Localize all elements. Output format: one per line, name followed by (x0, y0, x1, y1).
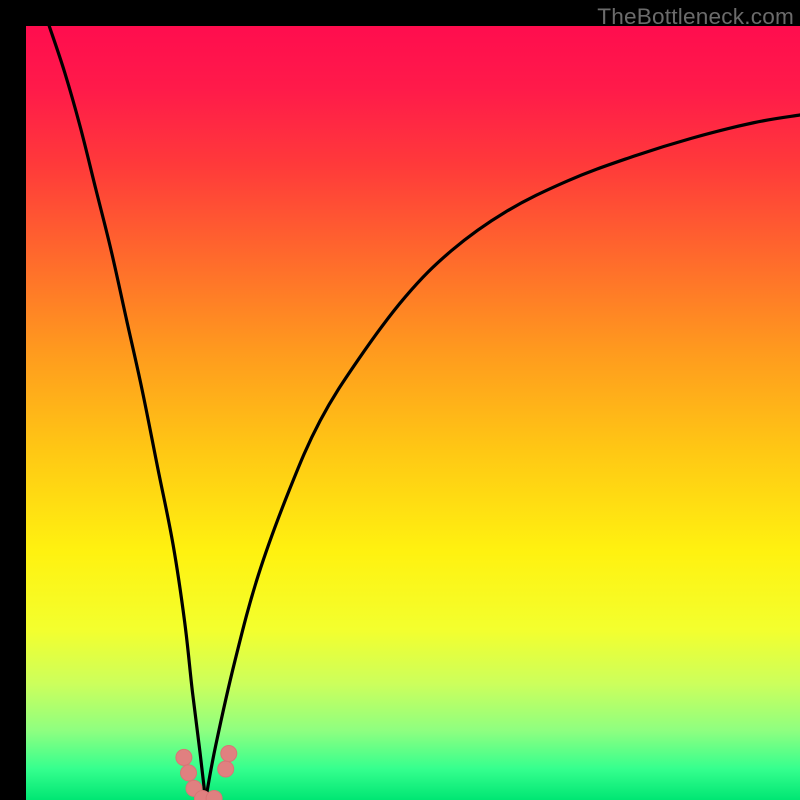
heat-gradient (26, 26, 800, 800)
watermark-text: TheBottleneck.com (597, 4, 794, 30)
chart-canvas: TheBottleneck.com (0, 0, 800, 800)
plot-area (26, 26, 800, 800)
